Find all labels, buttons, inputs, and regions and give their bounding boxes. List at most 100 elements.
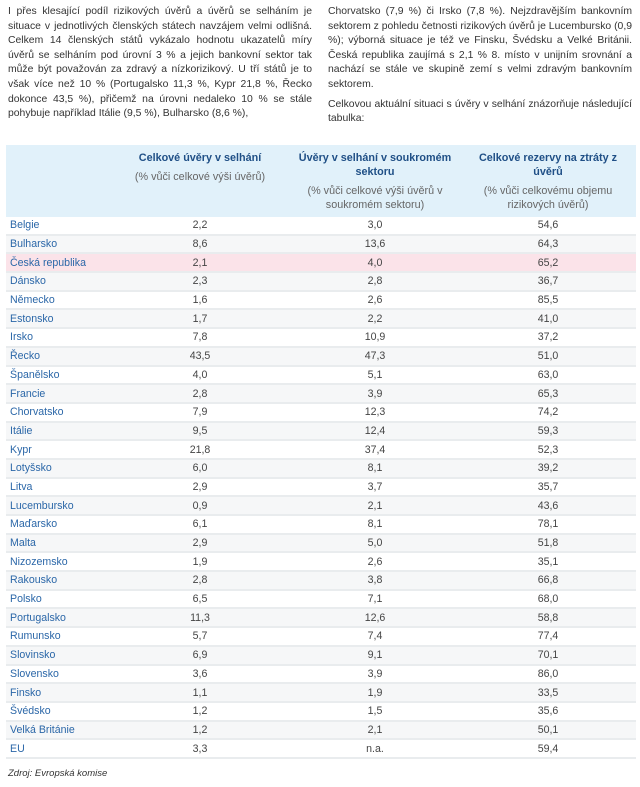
value-cell: 85,5 xyxy=(460,290,636,311)
value-cell: 3,6 xyxy=(110,664,290,685)
table-row: Belgie 2,2 3,0 54,6 xyxy=(6,217,636,236)
table-row: Lucembursko 0,9 2,1 43,6 xyxy=(6,496,636,516)
npl-table: Celkové úvěry v selhání (% vůči celkové v… xyxy=(6,145,636,759)
paragraph: Celkovou aktuální situaci s úvěry v selh… xyxy=(328,98,632,125)
paragraph: Chorvatsko (7,9 %) či Irsko (7,8 %). Nej… xyxy=(328,6,632,90)
value-cell: 2,8 xyxy=(110,571,290,591)
country-cell: Kypr xyxy=(6,440,110,460)
value-cell: 59,4 xyxy=(460,739,636,759)
value-cell: 7,8 xyxy=(110,328,290,348)
value-cell: 65,2 xyxy=(460,253,636,274)
value-cell: 2,6 xyxy=(290,290,460,311)
value-cell: 3,0 xyxy=(290,217,460,236)
country-cell: Polsko xyxy=(6,589,110,610)
header-private-npl: Úvěry v selhání v soukromém sektoru (% vů… xyxy=(290,145,460,217)
text-column-right: Chorvatsko (7,9 %) či Irsko (7,8 %). Nej… xyxy=(328,5,632,132)
value-cell: 35,6 xyxy=(460,701,636,722)
country-cell: Belgie xyxy=(6,217,110,236)
value-cell: 1,6 xyxy=(110,290,290,311)
value-cell: 1,2 xyxy=(110,701,290,722)
table-row: Španělsko 4,0 5,1 63,0 xyxy=(6,365,636,386)
value-cell: 5,7 xyxy=(110,627,290,647)
country-cell: Portugalsko xyxy=(6,608,110,629)
value-cell: 52,3 xyxy=(460,440,636,460)
country-cell: Slovensko xyxy=(6,664,110,685)
value-cell: 7,9 xyxy=(110,402,290,423)
value-cell: 21,8 xyxy=(110,440,290,460)
table-row: Nizozemsko 1,9 2,6 35,1 xyxy=(6,552,636,573)
value-cell: 3,7 xyxy=(290,477,460,498)
value-cell: 54,6 xyxy=(460,217,636,236)
country-cell: Itálie xyxy=(6,421,110,442)
value-cell: 8,1 xyxy=(290,515,460,535)
table-row: Rumunsko 5,7 7,4 77,4 xyxy=(6,627,636,647)
value-cell: 2,2 xyxy=(290,309,460,330)
value-cell: 7,1 xyxy=(290,589,460,610)
value-cell: 36,7 xyxy=(460,272,636,292)
table-row: Itálie 9,5 12,4 59,3 xyxy=(6,421,636,442)
value-cell: 70,1 xyxy=(460,645,636,666)
table-row: Česká republika 2,1 4,0 65,2 xyxy=(6,253,636,274)
value-cell: 68,0 xyxy=(460,589,636,610)
country-cell: Česká republika xyxy=(6,253,110,274)
value-cell: 74,2 xyxy=(460,402,636,423)
table-row: Francie 2,8 3,9 65,3 xyxy=(6,384,636,404)
value-cell: 12,4 xyxy=(290,421,460,442)
country-cell: Rumunsko xyxy=(6,627,110,647)
table-row: Litva 2,9 3,7 35,7 xyxy=(6,477,636,498)
table-row: Irsko 7,8 10,9 37,2 xyxy=(6,328,636,348)
value-cell: 2,1 xyxy=(110,253,290,274)
table-row: Řecko 43,5 47,3 51,0 xyxy=(6,346,636,367)
value-cell: 7,4 xyxy=(290,627,460,647)
value-cell: 59,3 xyxy=(460,421,636,442)
value-cell: 3,9 xyxy=(290,664,460,685)
value-cell: 2,9 xyxy=(110,477,290,498)
header-total-npl: Celkové úvěry v selhání (% vůči celkové v… xyxy=(110,145,290,217)
value-cell: 1,1 xyxy=(110,683,290,703)
value-cell: 2,8 xyxy=(290,272,460,292)
value-cell: 77,4 xyxy=(460,627,636,647)
value-cell: 4,0 xyxy=(290,253,460,274)
table-row: Bulharsko 8,6 13,6 64,3 xyxy=(6,234,636,255)
header-country xyxy=(6,145,110,217)
value-cell: 2,6 xyxy=(290,552,460,573)
table-row: Portugalsko 11,3 12,6 58,8 xyxy=(6,608,636,629)
intro-text: I přes klesající podíl rizikových úvěrů … xyxy=(8,5,632,132)
country-cell: Maďarsko xyxy=(6,515,110,535)
value-cell: 5,0 xyxy=(290,533,460,554)
header-reserves: Celkové rezervy na ztráty z úvěrů (% vůči… xyxy=(460,145,636,217)
source-note: Zdroj: Evropská komise xyxy=(8,768,108,779)
table-row: Maďarsko 6,1 8,1 78,1 xyxy=(6,515,636,535)
country-cell: Německo xyxy=(6,290,110,311)
table-row: Polsko 6,5 7,1 68,0 xyxy=(6,589,636,610)
value-cell: 39,2 xyxy=(460,458,636,479)
value-cell: 37,2 xyxy=(460,328,636,348)
value-cell: n.a. xyxy=(290,739,460,759)
value-cell: 33,5 xyxy=(460,683,636,703)
country-cell: Rakousko xyxy=(6,571,110,591)
value-cell: 4,0 xyxy=(110,365,290,386)
value-cell: 12,3 xyxy=(290,402,460,423)
table-row: Malta 2,9 5,0 51,8 xyxy=(6,533,636,554)
value-cell: 2,3 xyxy=(110,272,290,292)
value-cell: 51,8 xyxy=(460,533,636,554)
table-row: Dánsko 2,3 2,8 36,7 xyxy=(6,272,636,292)
value-cell: 1,2 xyxy=(110,720,290,741)
table-row: Finsko 1,1 1,9 33,5 xyxy=(6,683,636,703)
value-cell: 41,0 xyxy=(460,309,636,330)
value-cell: 2,9 xyxy=(110,533,290,554)
value-cell: 10,9 xyxy=(290,328,460,348)
value-cell: 51,0 xyxy=(460,346,636,367)
value-cell: 6,5 xyxy=(110,589,290,610)
value-cell: 2,8 xyxy=(110,384,290,404)
value-cell: 6,0 xyxy=(110,458,290,479)
country-cell: Dánsko xyxy=(6,272,110,292)
value-cell: 2,1 xyxy=(290,720,460,741)
value-cell: 64,3 xyxy=(460,234,636,255)
value-cell: 43,6 xyxy=(460,496,636,516)
value-cell: 2,1 xyxy=(290,496,460,516)
value-cell: 3,3 xyxy=(110,739,290,759)
country-cell: Estonsko xyxy=(6,309,110,330)
value-cell: 3,9 xyxy=(290,384,460,404)
country-cell: Malta xyxy=(6,533,110,554)
